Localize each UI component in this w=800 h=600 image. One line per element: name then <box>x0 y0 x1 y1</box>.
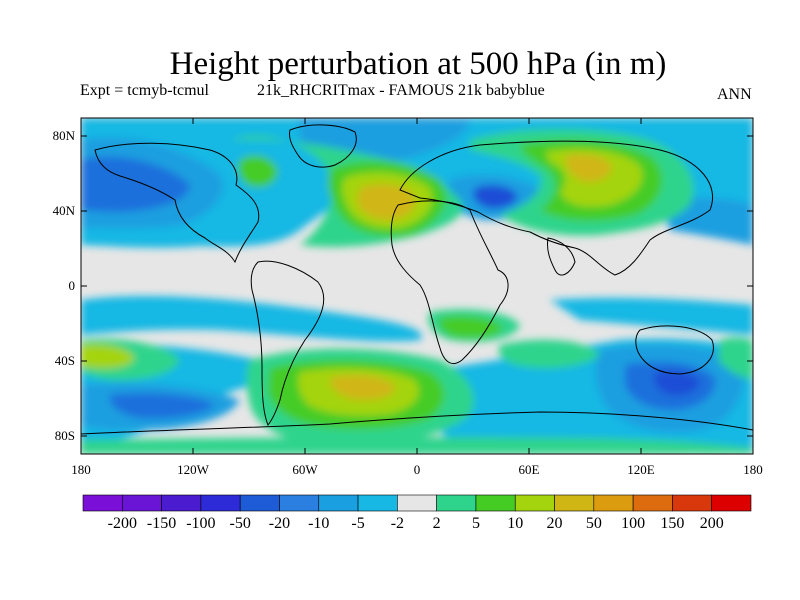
colorbar-swatch <box>121 494 162 512</box>
contour-fill <box>654 370 700 396</box>
colorbar-swatch <box>475 494 516 512</box>
colorbar-label: -100 <box>186 515 215 532</box>
colorbar: -200 -150 -100 -50 -20 -10 -5 -2 2 5 10 20 50 100 150 2… <box>82 494 752 532</box>
lon-tick-label: 0 <box>414 462 421 477</box>
colorbar-swatch <box>593 494 634 512</box>
contour-fill <box>81 437 753 454</box>
colorbar-label: 20 <box>547 515 563 532</box>
lat-tick-label: 40S <box>55 353 75 368</box>
coastline-india <box>547 237 576 276</box>
colorbar-swatch <box>239 494 280 512</box>
colorbar-swatch <box>357 494 398 512</box>
lat-tick-label: 0 <box>69 278 76 293</box>
lon-tick-label: 180 <box>743 462 763 477</box>
colorbar-swatch <box>318 494 359 512</box>
colorbar-label: 5 <box>472 515 480 532</box>
run-description: 21k_RHCRITmax - FAMOUS 21k babyblue <box>257 82 545 99</box>
colorbar-label: 100 <box>621 515 645 532</box>
contour-fill <box>565 154 612 182</box>
colorbar-swatch <box>279 494 320 512</box>
lat-tick-label: 80N <box>53 128 76 143</box>
colorbar-swatch <box>161 494 202 512</box>
colorbar-label: -20 <box>269 515 290 532</box>
contour-fill <box>498 339 600 369</box>
colorbar-swatch <box>514 494 555 512</box>
contour-fill <box>109 393 215 419</box>
colorbar-label: 200 <box>700 515 724 532</box>
lat-tick-label: 80S <box>55 428 75 443</box>
colorbar-label: 50 <box>586 515 602 532</box>
colorbar-label: -5 <box>351 515 364 532</box>
contour-fill <box>501 393 610 440</box>
height-anomaly-contours <box>81 118 753 454</box>
contour-fill <box>81 344 135 369</box>
lat-tick-label: 40N <box>53 203 76 218</box>
coastline-eurasia <box>399 140 714 276</box>
colorbar-swatch <box>672 494 713 512</box>
coastline-greenland <box>289 124 357 168</box>
map-axes: 80N 40N 0 40S 80S 180 120W 60W 0 60E 120E 180 <box>53 118 763 477</box>
experiment-label: Expt = tcmyb-tcmul <box>80 82 209 99</box>
season-label: ANN <box>717 86 752 103</box>
contour-fill <box>357 183 416 220</box>
colorbar-swatch <box>397 494 437 512</box>
coastline-north-america <box>94 142 260 264</box>
colorbar-label: -150 <box>147 515 176 532</box>
contour-fill <box>550 297 753 335</box>
coastlines <box>81 124 753 435</box>
map-plot-area <box>81 118 753 454</box>
colorbar-label: -2 <box>391 515 404 532</box>
colorbar-label: -10 <box>308 515 329 532</box>
colorbar-swatch <box>82 494 123 512</box>
lon-tick-label: 60W <box>292 462 318 477</box>
lon-tick-label: 180 <box>71 462 91 477</box>
contour-fill <box>238 155 278 188</box>
colorbar-swatch <box>200 494 241 512</box>
plot-title: Height perturbation at 500 hPa (in m) <box>169 46 667 82</box>
coastline-antarctica <box>81 411 753 435</box>
colorbar-label: -50 <box>230 515 251 532</box>
coastline-australia <box>635 325 714 375</box>
coastline-south-america <box>250 260 325 426</box>
contour-fill <box>439 316 503 339</box>
colorbar-swatch <box>436 494 477 512</box>
colorbar-swatch <box>554 494 595 512</box>
colorbar-swatch <box>632 494 673 512</box>
colorbar-label: 10 <box>507 515 523 532</box>
contour-fill <box>330 375 395 400</box>
coastline-africa <box>390 200 509 364</box>
colorbar-label: 2 <box>433 515 441 532</box>
contour-fill <box>473 185 518 209</box>
lon-tick-label: 60E <box>519 462 540 477</box>
lon-tick-label: 120W <box>177 462 210 477</box>
colorbar-label: -200 <box>108 515 137 532</box>
lon-tick-label: 120E <box>627 462 655 477</box>
contour-fill <box>81 295 422 342</box>
colorbar-label: 150 <box>660 515 684 532</box>
colorbar-swatch <box>711 494 752 512</box>
contour-fill <box>718 337 753 380</box>
